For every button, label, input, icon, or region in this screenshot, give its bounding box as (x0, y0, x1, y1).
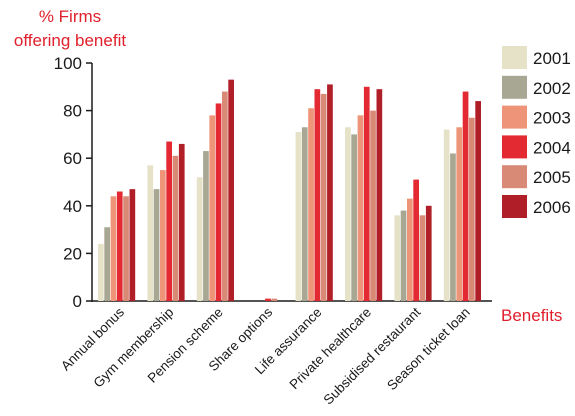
y-tick-label: 60 (63, 149, 82, 168)
bar (265, 298, 271, 301)
bar (129, 189, 136, 301)
bar (475, 101, 481, 301)
bar (98, 243, 104, 301)
bar (425, 205, 432, 301)
bar (327, 84, 333, 301)
bar (407, 198, 413, 301)
bar (462, 91, 469, 301)
bar (351, 134, 357, 301)
bar (419, 215, 426, 301)
y-tick-label: 40 (63, 197, 82, 216)
y-tick-label: 100 (54, 54, 82, 73)
bar (116, 191, 123, 301)
bar (271, 298, 278, 301)
bar (172, 155, 179, 301)
bar (320, 93, 327, 301)
bar (215, 103, 222, 302)
legend-swatch (502, 165, 527, 189)
bars (98, 79, 481, 302)
bar (301, 127, 308, 301)
bar (357, 115, 364, 301)
bar (228, 79, 234, 301)
legend-swatch (502, 105, 527, 129)
bar (178, 143, 185, 301)
bar (104, 227, 110, 301)
x-axis-title: Benefits (501, 306, 562, 325)
y-tick-label: 20 (63, 244, 82, 263)
bar (166, 141, 172, 301)
x-tick-label: Season ticket loan (384, 305, 473, 394)
legend-label: 2005 (533, 168, 571, 187)
bar (400, 210, 407, 301)
legend-label: 2004 (533, 138, 571, 157)
bar (295, 132, 302, 301)
bar (196, 177, 203, 301)
bar (147, 165, 154, 301)
bar (376, 89, 383, 302)
y-axis-title-line2: offering benefit (14, 31, 126, 50)
legend-label: 2003 (533, 109, 571, 128)
legend-swatch (502, 46, 527, 69)
y-axis-title-line1: % Firms (39, 7, 101, 26)
x-tick-label: Subsidised restaurant (320, 304, 423, 407)
legend-swatch (502, 195, 527, 218)
bar (345, 127, 351, 301)
legend-swatch (502, 135, 527, 159)
bar (222, 91, 228, 301)
bar (110, 196, 117, 301)
bar (363, 86, 370, 301)
bar (443, 129, 450, 301)
bar (153, 189, 160, 301)
bar (413, 179, 419, 301)
y-tick-label: 0 (73, 292, 82, 311)
bar (123, 196, 129, 301)
legend-swatch (502, 75, 527, 99)
bar (450, 153, 456, 301)
y-tick-label: 80 (63, 102, 82, 121)
bar (469, 117, 475, 302)
bar (314, 89, 321, 302)
bar (160, 170, 166, 301)
legend-label: 2006 (533, 198, 571, 217)
legend-label: 2002 (533, 79, 571, 98)
legend: 2001 2002 2003 2004 2005 2006 (502, 46, 571, 218)
bar (394, 215, 401, 301)
legend-label: 2001 (533, 49, 571, 68)
bar (456, 127, 463, 301)
bar (370, 110, 376, 301)
y-tick-labels: 0 20 40 60 80 100 (54, 54, 82, 311)
bar (203, 151, 209, 301)
bar (209, 115, 216, 301)
bar (308, 108, 314, 301)
